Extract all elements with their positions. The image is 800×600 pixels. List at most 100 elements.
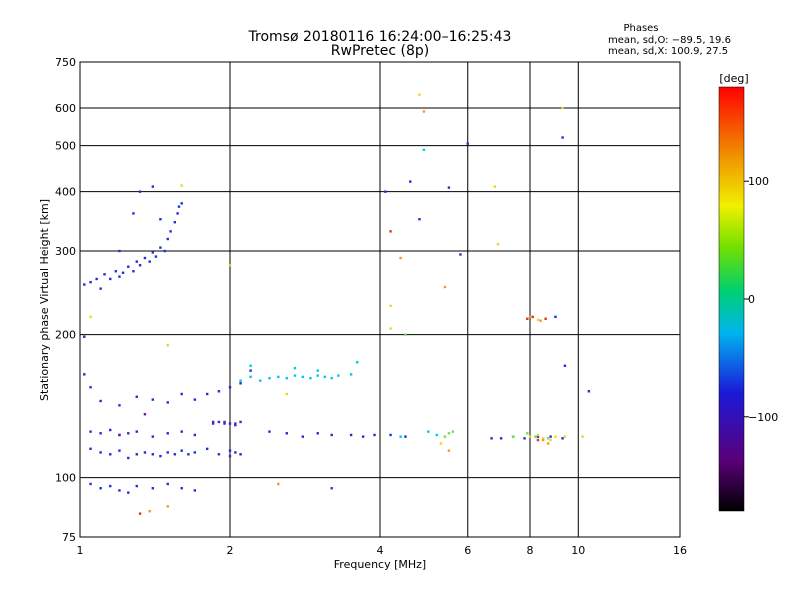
y-tick-labels: 75 100 200 300 400 500 600 750 (55, 56, 76, 544)
data-point (205, 392, 209, 396)
data-point (193, 433, 197, 437)
data-point (249, 375, 252, 379)
data-point (205, 447, 209, 451)
data-point (154, 255, 158, 258)
data-point (127, 456, 130, 460)
data-point (166, 344, 169, 347)
data-point (159, 454, 162, 458)
data-point (180, 487, 183, 490)
data-point (330, 487, 333, 490)
data-point (301, 375, 305, 379)
data-point (99, 487, 102, 490)
data-point (118, 433, 121, 437)
data-point (180, 449, 183, 452)
x-tick-label: 2 (227, 544, 234, 557)
data-point (561, 106, 564, 110)
chart-subtitle: RwPretec (8p) (331, 43, 429, 59)
data-point (211, 420, 215, 424)
data-point (159, 246, 162, 249)
data-point (163, 249, 167, 253)
data-point (349, 373, 353, 376)
data-point (404, 435, 407, 438)
data-point (285, 376, 288, 380)
data-point (259, 379, 262, 382)
data-point (211, 422, 215, 425)
data-point (249, 364, 252, 367)
data-point (127, 491, 130, 494)
data-point (118, 449, 121, 452)
data-point (166, 237, 169, 241)
data-point (109, 453, 112, 456)
data-point (118, 249, 121, 253)
data-point (546, 437, 550, 440)
data-point (118, 275, 121, 278)
data-point (544, 317, 547, 320)
x-axis-label: Frequency [MHz] (334, 558, 426, 571)
data-point (173, 453, 177, 456)
data-point (148, 260, 151, 263)
data-point (217, 453, 221, 456)
data-point (132, 270, 135, 273)
data-point (249, 369, 252, 372)
data-points (83, 93, 591, 515)
data-point (151, 487, 155, 490)
data-point (536, 438, 540, 442)
data-point (526, 317, 529, 320)
data-point (83, 373, 86, 376)
data-point (587, 390, 591, 393)
y-tick-label: 300 (55, 245, 76, 258)
data-point (546, 442, 550, 445)
data-point (109, 277, 112, 281)
data-point (285, 392, 288, 396)
data-point (447, 449, 451, 452)
data-point (439, 442, 443, 445)
data-point (138, 264, 142, 267)
data-point (399, 256, 402, 260)
data-point (239, 382, 242, 385)
data-point (435, 433, 438, 437)
data-point (541, 438, 545, 442)
legend-line-o: mean, sd,O: −89.5, 19.6 (608, 35, 731, 46)
data-point (330, 376, 333, 380)
x-tick-label: 6 (464, 544, 471, 557)
data-point (549, 435, 552, 438)
data-point (121, 271, 125, 274)
colorbar: [deg] 100 0 −100 (718, 72, 778, 512)
data-point (217, 390, 221, 393)
data-point (389, 304, 392, 308)
data-point (151, 398, 155, 401)
data-point (89, 482, 92, 486)
data-point (549, 438, 552, 442)
data-point (534, 435, 537, 438)
data-point (409, 180, 412, 183)
data-point (563, 435, 567, 438)
data-point (148, 509, 151, 513)
data-point (180, 202, 183, 205)
data-point (151, 185, 155, 188)
data-point (418, 218, 421, 221)
data-point (399, 435, 402, 438)
data-point (228, 422, 232, 425)
data-point (151, 453, 155, 456)
data-point (138, 190, 142, 193)
data-point (159, 218, 162, 221)
data-point (536, 433, 540, 437)
data-point (418, 93, 421, 96)
data-point (330, 433, 333, 437)
y-tick-label: 750 (55, 56, 76, 69)
data-point (277, 482, 280, 486)
data-point (127, 265, 130, 268)
data-point (228, 454, 232, 458)
data-point (234, 423, 237, 427)
data-point (83, 335, 86, 338)
data-point (293, 366, 297, 370)
data-point (427, 430, 430, 433)
data-point (173, 220, 177, 224)
x-tick-label: 16 (673, 544, 687, 557)
x-tick-label: 4 (377, 544, 384, 557)
chart-title: Tromsø 20180116 16:24:00–16:25:43 (248, 29, 512, 45)
data-point (422, 110, 426, 113)
data-point (561, 136, 564, 139)
colorbar-ticks: 100 0 −100 (744, 175, 778, 424)
data-point (447, 432, 451, 435)
